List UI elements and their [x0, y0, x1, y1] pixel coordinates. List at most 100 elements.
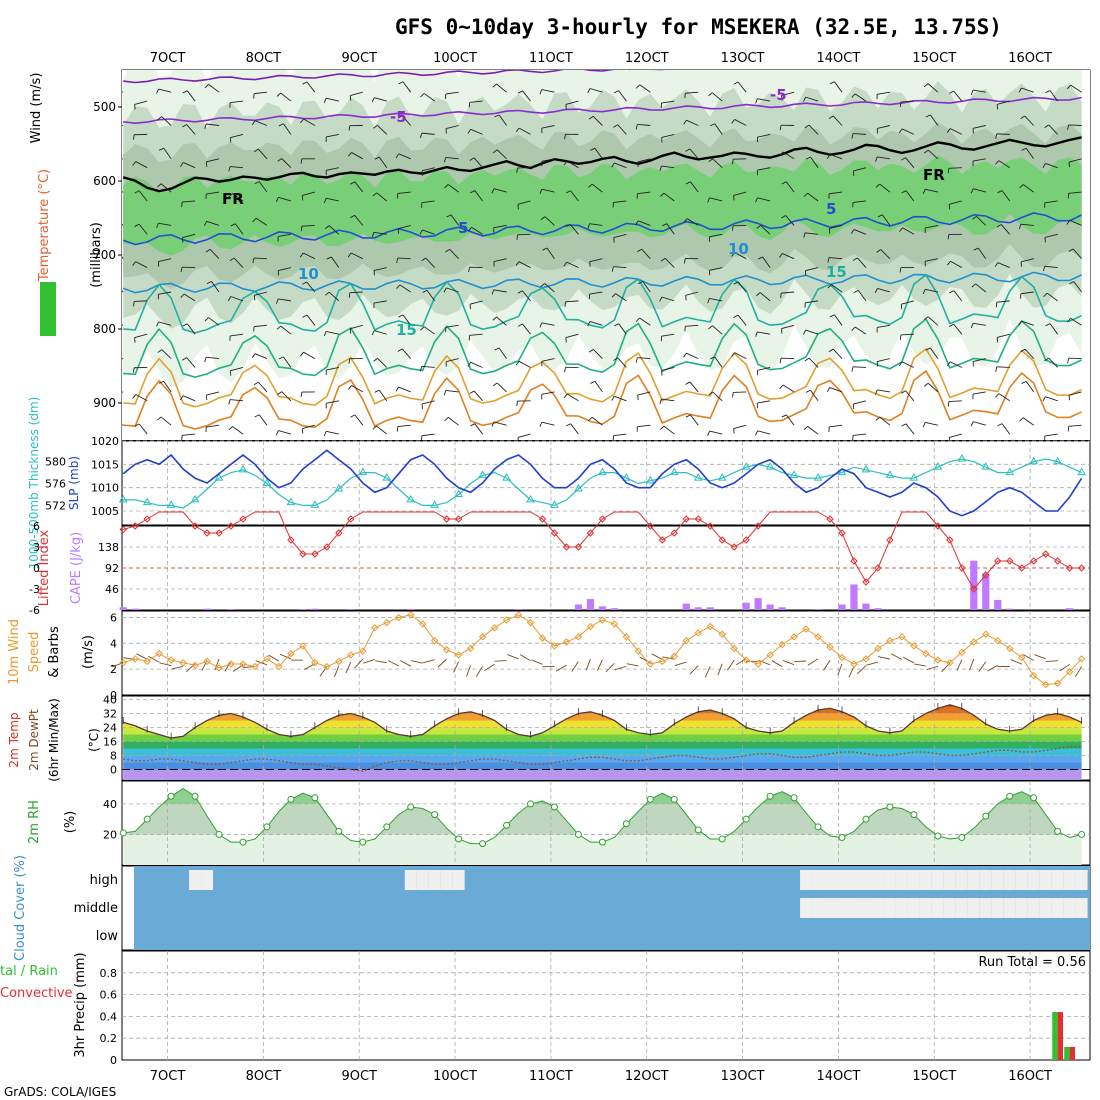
wind-barb-flag: [614, 323, 619, 327]
li-marker: [970, 585, 978, 593]
cape-bar: [778, 607, 786, 610]
li-marker: [442, 515, 451, 523]
wind-barb: [733, 424, 747, 429]
wind-barb: [158, 258, 172, 262]
wind-barb: [326, 97, 339, 102]
precip-axis-label: 3hr Precip (mm): [73, 952, 88, 1057]
thickness-marker: [789, 470, 799, 478]
wind-barb-flag: [516, 234, 518, 240]
wind10-marker: [538, 634, 547, 642]
wind-barb: [447, 184, 459, 193]
wind-barb: [373, 267, 387, 271]
x-date-label: 12OCT: [625, 1069, 669, 1084]
li-marker: [682, 515, 690, 523]
wind-barb-flag: [994, 262, 999, 268]
wind-barb: [445, 358, 459, 363]
wind-barb-flag: [1066, 318, 1071, 323]
wind-barb: [661, 333, 675, 337]
wind-barb: [163, 381, 172, 393]
wind-barb: [397, 257, 411, 260]
wind-barb-flag: [515, 127, 520, 133]
wind-barb-flag: [421, 257, 427, 262]
wind-barb-flag: [659, 165, 662, 172]
wind10-barb: [345, 661, 352, 674]
thickness-marker: [526, 494, 535, 503]
wind-barb-flag: [802, 329, 807, 335]
wind-barb-flag: [228, 399, 231, 405]
isotherm-line: [123, 70, 664, 84]
wind-barb: [206, 424, 220, 428]
wind10-marker: [766, 651, 774, 659]
li-marker: [550, 529, 559, 537]
wind10-marker: [874, 644, 882, 653]
wind-barb-flag: [876, 249, 881, 253]
wind-barb: [161, 349, 172, 359]
wind10-barb: [268, 654, 280, 662]
wind-barb: [541, 391, 555, 395]
wind-barb-flag: [637, 248, 642, 253]
cloud-clear-cell: [955, 870, 968, 890]
wind-barb-flag: [374, 389, 380, 393]
cape-bar: [838, 604, 846, 610]
y-axis-label-wind: Wind (m/s): [29, 73, 44, 144]
wind-barb-flag: [850, 229, 855, 234]
cape-bar: [754, 598, 762, 610]
temp-color-band: [123, 734, 1082, 742]
wind10-barb: [214, 658, 220, 671]
wind-barb: [206, 191, 220, 195]
li-marker: [694, 515, 702, 523]
wind-barb: [233, 257, 244, 268]
wind10-barb: [585, 658, 591, 671]
cloud-clear-cell: [1075, 898, 1088, 918]
wind-barb: [709, 233, 723, 238]
cloud-clear-cell: [824, 870, 837, 890]
cloud-clear-cell: [800, 898, 813, 918]
cloud-clear-cell: [931, 870, 944, 890]
wind-barb: [973, 358, 986, 362]
wind-barb: [782, 151, 795, 160]
thickness-marker: [214, 473, 224, 481]
x-axis-bottom-labels: 7OCT 8OCT 9OCT 10OCT 11OCT 12OCT 13OCT 14OCT 15O…: [150, 1069, 1052, 1084]
cloud-clear-cell: [871, 898, 884, 918]
wind-barb-flag: [467, 129, 472, 134]
wind-barb-flag: [348, 358, 351, 364]
thickness-tick-label: 572: [45, 499, 66, 512]
wind-barb: [158, 321, 172, 326]
wind-barb: [541, 322, 555, 326]
wind10-barb: [704, 666, 711, 678]
wind-barb: [757, 167, 771, 171]
wind-barb: [781, 291, 795, 294]
thickness-marker: [430, 500, 440, 508]
wind10-marker: [275, 662, 283, 671]
wind-barb-flag: [444, 184, 449, 189]
wind-barb-flag: [1044, 124, 1050, 129]
wind-barb: [757, 430, 771, 435]
wind-barb-flag: [515, 361, 520, 366]
wind-barb: [927, 83, 939, 93]
wind-tick-label: 4: [110, 637, 117, 650]
temp-tick-label: 40: [103, 694, 117, 707]
wind-barb: [160, 416, 172, 426]
wind-barb-flag: [109, 89, 111, 94]
wind10-barb: [614, 665, 627, 671]
wind-barb-flag: [805, 156, 811, 160]
temp-tick-label: 32: [103, 708, 117, 721]
wind-barb-flag: [781, 414, 787, 418]
temp-axis-label: (°C): [87, 728, 101, 752]
thickness-marker: [957, 454, 967, 462]
li-marker: [203, 529, 211, 537]
wind-barb-flag: [995, 160, 1000, 165]
wind-barb-flag: [395, 386, 400, 392]
li-marker: [1077, 564, 1086, 572]
wind-barb: [712, 158, 723, 169]
wind-barb: [496, 149, 507, 160]
wind10-marker: [311, 658, 319, 667]
wind-barb-flag: [803, 426, 808, 431]
wind-barb: [975, 283, 987, 293]
wind-barb: [734, 252, 747, 260]
wind-barb-flag: [326, 256, 332, 260]
wind-barb: [857, 290, 867, 302]
wind-barb-flag: [996, 224, 1002, 228]
temp-color-band: [123, 755, 1082, 763]
wind-barb-flag: [659, 398, 662, 404]
